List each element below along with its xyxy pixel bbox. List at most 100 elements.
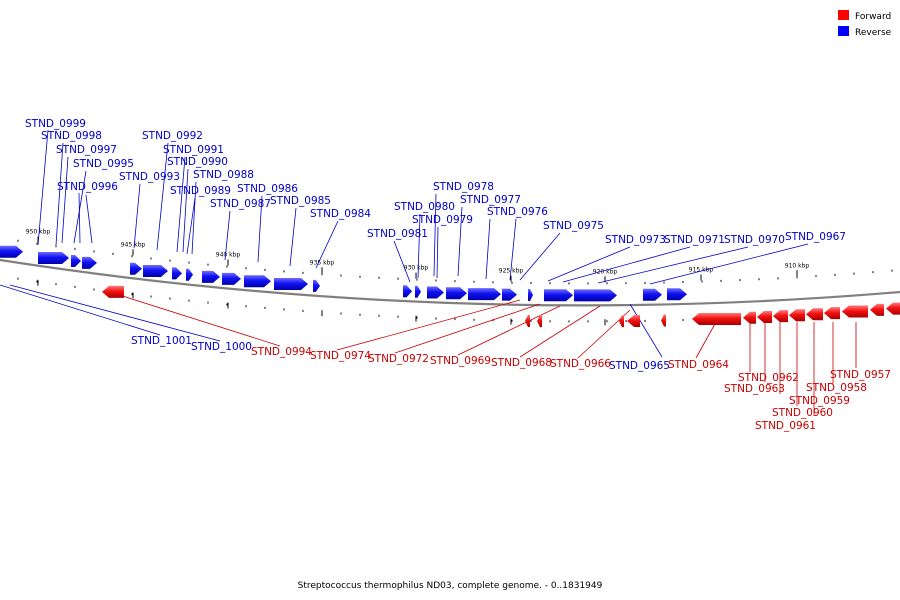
gene-feature (661, 314, 666, 327)
gene-feature (244, 275, 271, 288)
gene-feature (692, 313, 741, 326)
leader-line (186, 197, 196, 255)
leader-line (289, 207, 297, 267)
gene-feature (313, 279, 320, 292)
leader-line (55, 142, 64, 246)
leader-line (457, 305, 561, 356)
gene-feature (619, 315, 624, 328)
leader-line (394, 303, 541, 354)
gene-feature (544, 289, 573, 302)
gene-label: STND_0973 (605, 234, 666, 246)
gene-label: STND_0976 (487, 206, 548, 218)
leader-line (0, 284, 161, 336)
leader-line (417, 213, 421, 279)
gene-feature (427, 286, 444, 299)
leader-line (37, 129, 49, 246)
gene-feature (789, 309, 805, 322)
leader-line (176, 156, 186, 253)
gene-label: STND_0988 (193, 169, 254, 181)
gene-feature (38, 251, 69, 264)
gene-feature (143, 264, 168, 277)
gene-feature (773, 310, 788, 323)
gene-label: STND_0971 (664, 234, 725, 246)
gene-label: STND_0968 (491, 357, 552, 369)
label-leader-lines (0, 129, 857, 416)
gene-feature (130, 262, 142, 275)
tick-label: 915 kbp (689, 267, 714, 274)
leader-line (156, 142, 169, 251)
gene-label: STND_0977 (460, 194, 521, 206)
gene-label: STND_0980 (394, 201, 455, 213)
gene-feature (172, 267, 182, 280)
gene-label: STND_0963 (724, 383, 785, 395)
gene-label: STND_1000 (191, 341, 252, 353)
gene-label: STND_0958 (806, 382, 867, 394)
gene-feature (415, 285, 421, 298)
leader-line (61, 156, 69, 244)
forward-gene-labels: STND_0994 STND_0974 STND_0972 STND_0969 … (251, 346, 891, 432)
gene-label: STND_0974 (310, 350, 371, 362)
gene-feature (806, 308, 823, 321)
leader-line (597, 246, 749, 284)
gene-feature (643, 288, 662, 301)
tick-label: 950 kbp (26, 229, 51, 236)
genome-caption: Streptococcus thermophilus ND03, complet… (298, 581, 603, 591)
leader-line (547, 246, 631, 282)
leader-line (78, 192, 81, 244)
gene-feature (743, 311, 756, 324)
gene-label: STND_0972 (368, 353, 429, 365)
gene-label: STND_0986 (237, 183, 298, 195)
gene-label: STND_0964 (668, 359, 729, 371)
leader-line (393, 240, 411, 283)
gene-label: STND_0995 (73, 158, 134, 170)
gene-label: STND_0994 (251, 346, 312, 358)
legend-label-reverse: Reverse (855, 28, 892, 38)
gene-feature (502, 288, 517, 301)
gene-label: STND_0987 (210, 198, 271, 210)
gene-feature (222, 272, 241, 285)
gene-feature (574, 289, 617, 302)
gene-feature (627, 315, 640, 328)
tick-label: 910 kbp (785, 262, 810, 269)
gene-label: STND_0993 (119, 171, 180, 183)
gene-feature (186, 268, 193, 281)
gene-label: STND_0957 (830, 369, 891, 381)
gene-label: STND_0981 (367, 228, 428, 240)
tick-label: 940 kbp (216, 252, 241, 259)
gene-feature (468, 288, 501, 301)
leader-line (336, 299, 521, 351)
gene-label: STND_0959 (789, 395, 850, 407)
gene-feature (824, 307, 840, 320)
leader-line (519, 232, 561, 281)
gene-label: STND_0990 (167, 156, 228, 168)
gene-feature (886, 302, 900, 315)
tick-label: 920 kbp (593, 268, 618, 275)
tick-label: 930 kbp (404, 265, 429, 272)
leader-line (433, 193, 437, 277)
gene-feature (202, 270, 220, 283)
gene-label: STND_0999 (25, 118, 86, 130)
leader-line (509, 218, 517, 281)
gene-label: STND_0960 (772, 407, 833, 419)
leader-line (519, 305, 601, 358)
gene-feature (525, 314, 530, 327)
gene-features (0, 245, 900, 328)
gene-label: STND_0997 (56, 144, 117, 156)
leader-line (315, 220, 339, 269)
gene-label: STND_0965 (609, 360, 670, 372)
leader-line (649, 243, 809, 285)
gene-feature (757, 310, 772, 323)
reverse-gene-labels: STND_0999 STND_0998 STND_0997 STND_0995 … (25, 118, 846, 372)
leader-line (629, 303, 663, 358)
gene-feature (528, 288, 533, 301)
gene-feature (870, 303, 884, 316)
leader-line (133, 183, 141, 249)
gene-feature (667, 288, 687, 301)
gene-label: STND_0985 (270, 195, 331, 207)
leader-line (257, 195, 263, 263)
legend-swatch-forward (838, 10, 849, 20)
legend: Forward Reverse (838, 10, 892, 38)
gene-feature (102, 285, 124, 298)
gene-feature (82, 256, 97, 269)
